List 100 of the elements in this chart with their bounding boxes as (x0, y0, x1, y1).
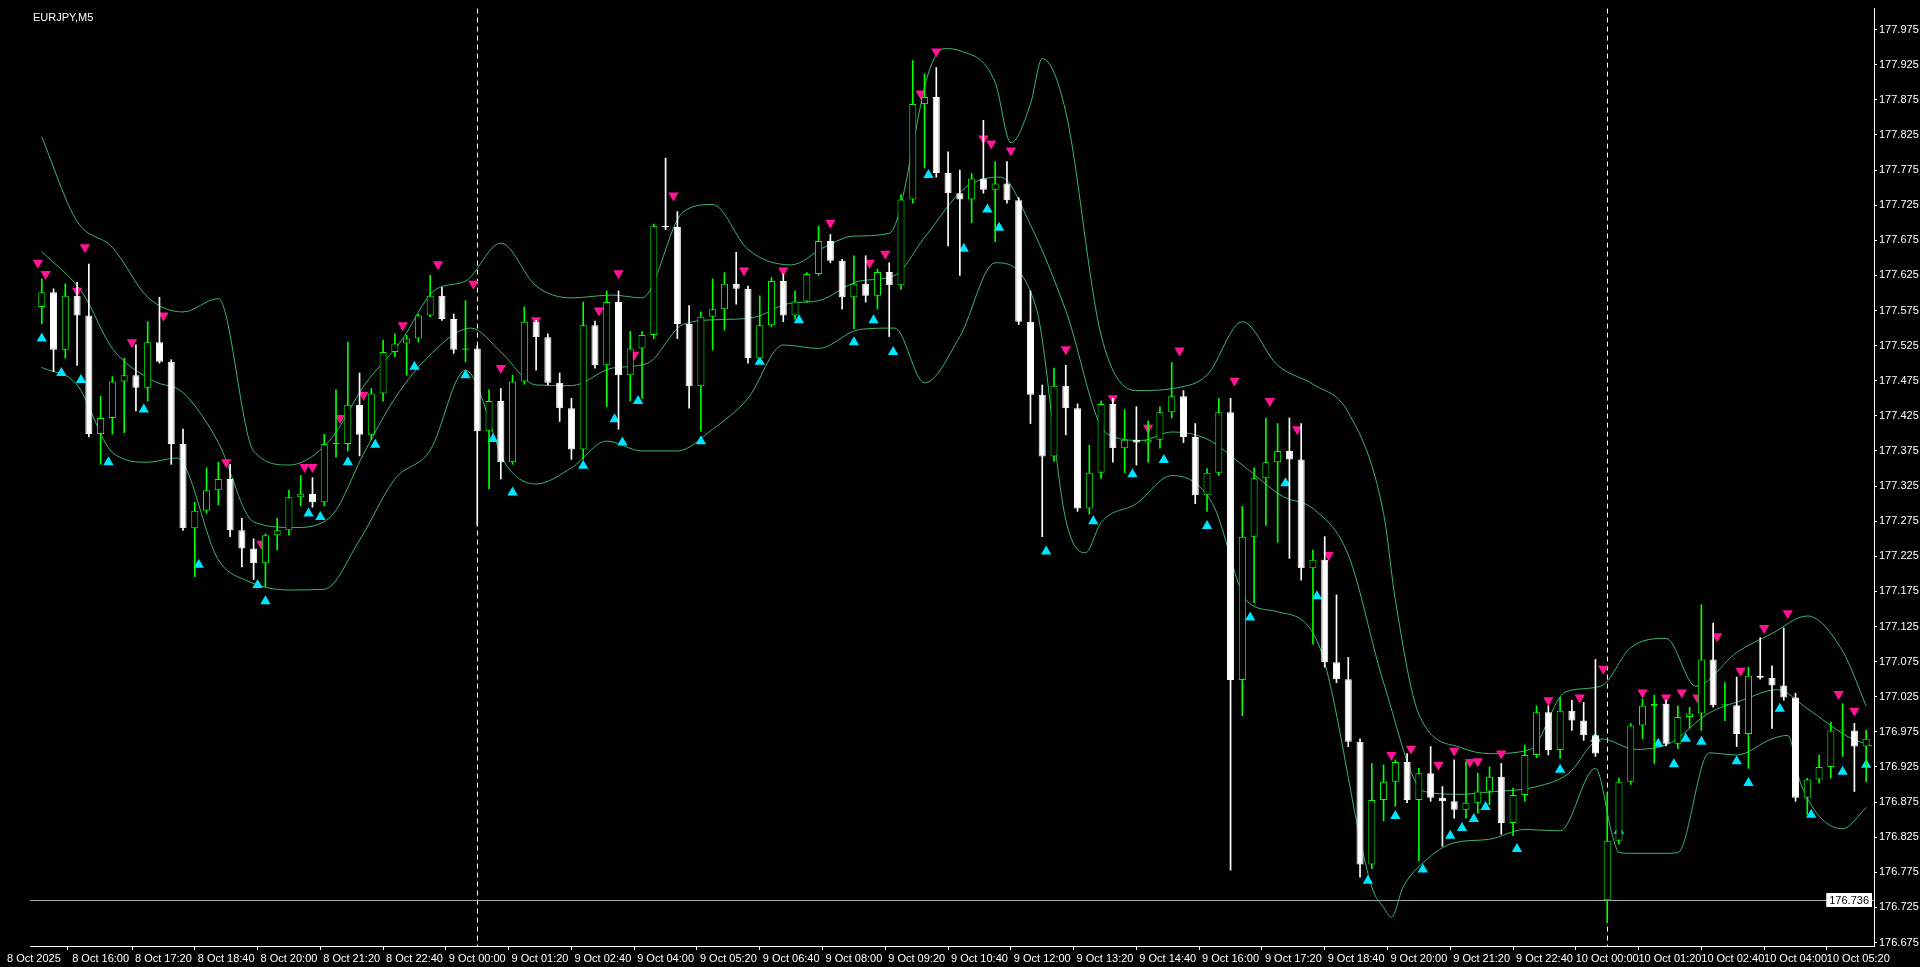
x-tick-label: 8 Oct 21:20 (323, 951, 381, 964)
candlestick (885, 262, 893, 337)
point (1758, 624, 1770, 634)
x-tick-label: 9 Oct 14:40 (1139, 951, 1197, 964)
point (260, 595, 271, 605)
y-tick-label: 177.425 (1879, 408, 1919, 421)
point (103, 456, 114, 466)
x-tick-label: 9 Oct 08:00 (825, 951, 883, 964)
x-tick-label: 9 Oct 17:20 (1264, 951, 1322, 964)
x-tick-label: 9 Oct 12:00 (1013, 951, 1071, 964)
y-tick-label: 177.125 (1879, 619, 1919, 632)
x-tick-label: 10 Oct 05:20 (1826, 951, 1890, 964)
point (1806, 808, 1817, 818)
y-tick-label: 177.575 (1879, 303, 1919, 316)
x-tick-label: 9 Oct 01:20 (511, 951, 569, 964)
point (1774, 702, 1786, 712)
candlestick (1780, 627, 1788, 701)
point (617, 436, 628, 446)
x-tick-label: 8 Oct 20:00 (260, 951, 318, 964)
y-tick-label: 176.775 (1879, 865, 1919, 878)
x-tick-label: 9 Oct 20:00 (1390, 951, 1448, 964)
point (126, 339, 138, 349)
y-tick-label: 177.775 (1879, 163, 1919, 176)
candlestick (132, 344, 140, 412)
y-tick-label: 177.025 (1879, 689, 1919, 702)
point (880, 250, 891, 260)
candlestick (991, 161, 999, 243)
x-tick-label: 9 Oct 02:40 (574, 951, 632, 964)
point (1511, 843, 1523, 853)
candlestick (273, 518, 281, 551)
chart-title: EURJPY,M5 (33, 11, 94, 24)
x-tick-label: 9 Oct 00:00 (448, 951, 506, 964)
point (1158, 454, 1170, 464)
x-tick-label: 9 Oct 09:20 (888, 951, 946, 964)
point (358, 391, 369, 401)
point (738, 267, 750, 277)
point (56, 367, 67, 377)
point (1229, 377, 1240, 387)
x-tick-label: 8 Oct 16:00 (72, 951, 130, 964)
y-tick-label: 177.825 (1879, 128, 1919, 141)
y-tick-label: 177.075 (1879, 654, 1919, 667)
point (578, 459, 589, 469)
point (1456, 822, 1468, 832)
point (315, 510, 326, 520)
point (79, 244, 91, 254)
point (1668, 758, 1680, 768)
candlestick (862, 255, 870, 303)
point (468, 280, 479, 290)
point (1088, 515, 1099, 525)
point (1743, 777, 1754, 787)
candlestick (850, 255, 858, 330)
x-tick-label: 9 Oct 10:40 (951, 951, 1008, 964)
point (1653, 737, 1664, 747)
point (1390, 810, 1401, 820)
y-tick-label: 176.875 (1879, 795, 1919, 808)
x-tick-label: 9 Oct 04:00 (637, 951, 695, 964)
point (342, 456, 353, 466)
point (432, 261, 444, 271)
candlestick (1262, 417, 1270, 526)
y-tick-label: 176.975 (1879, 724, 1919, 737)
y-tick-label: 177.625 (1879, 268, 1919, 281)
point (252, 579, 263, 589)
point (668, 192, 679, 202)
y-tick-label: 176.925 (1879, 759, 1919, 772)
y-tick-label: 177.875 (1879, 92, 1919, 105)
point (632, 395, 644, 405)
y-tick-label: 176.725 (1879, 900, 1919, 913)
candlestick (1450, 759, 1458, 819)
y-tick-label: 176.825 (1879, 830, 1919, 843)
y-tick-label: 177.925 (1879, 57, 1919, 70)
point (1005, 147, 1017, 157)
point (1468, 812, 1480, 822)
point (75, 374, 87, 384)
candlestick (1462, 761, 1470, 819)
point (1040, 545, 1052, 555)
ref-line-label: 176.736 (1829, 893, 1869, 906)
point (138, 403, 149, 413)
candlestick (191, 501, 199, 577)
point (1554, 763, 1566, 773)
candlestick (1309, 549, 1317, 645)
x-tick-label: 9 Oct 13:20 (1076, 951, 1134, 964)
x-tick-label: 8 Oct 18:40 (197, 951, 255, 964)
point (613, 270, 624, 280)
point (1445, 829, 1456, 839)
x-tick-label: 8 Oct 2025 (7, 951, 61, 964)
point (825, 219, 836, 229)
x-tick-label: 10 Oct 02:40 (1701, 951, 1765, 964)
y-tick-label: 177.275 (1879, 514, 1919, 527)
y-tick-label: 177.225 (1879, 549, 1919, 562)
point (495, 365, 507, 375)
x-tick-label: 9 Oct 22:40 (1516, 951, 1573, 964)
point (220, 459, 232, 469)
point (397, 322, 408, 332)
point (460, 369, 471, 379)
x-tick-label: 8 Oct 17:20 (134, 951, 192, 964)
y-tick-label: 177.375 (1879, 444, 1919, 456)
candlestick (732, 251, 740, 305)
point (1201, 520, 1213, 530)
point (695, 435, 707, 445)
y-tick-label: 177.175 (1879, 584, 1919, 597)
